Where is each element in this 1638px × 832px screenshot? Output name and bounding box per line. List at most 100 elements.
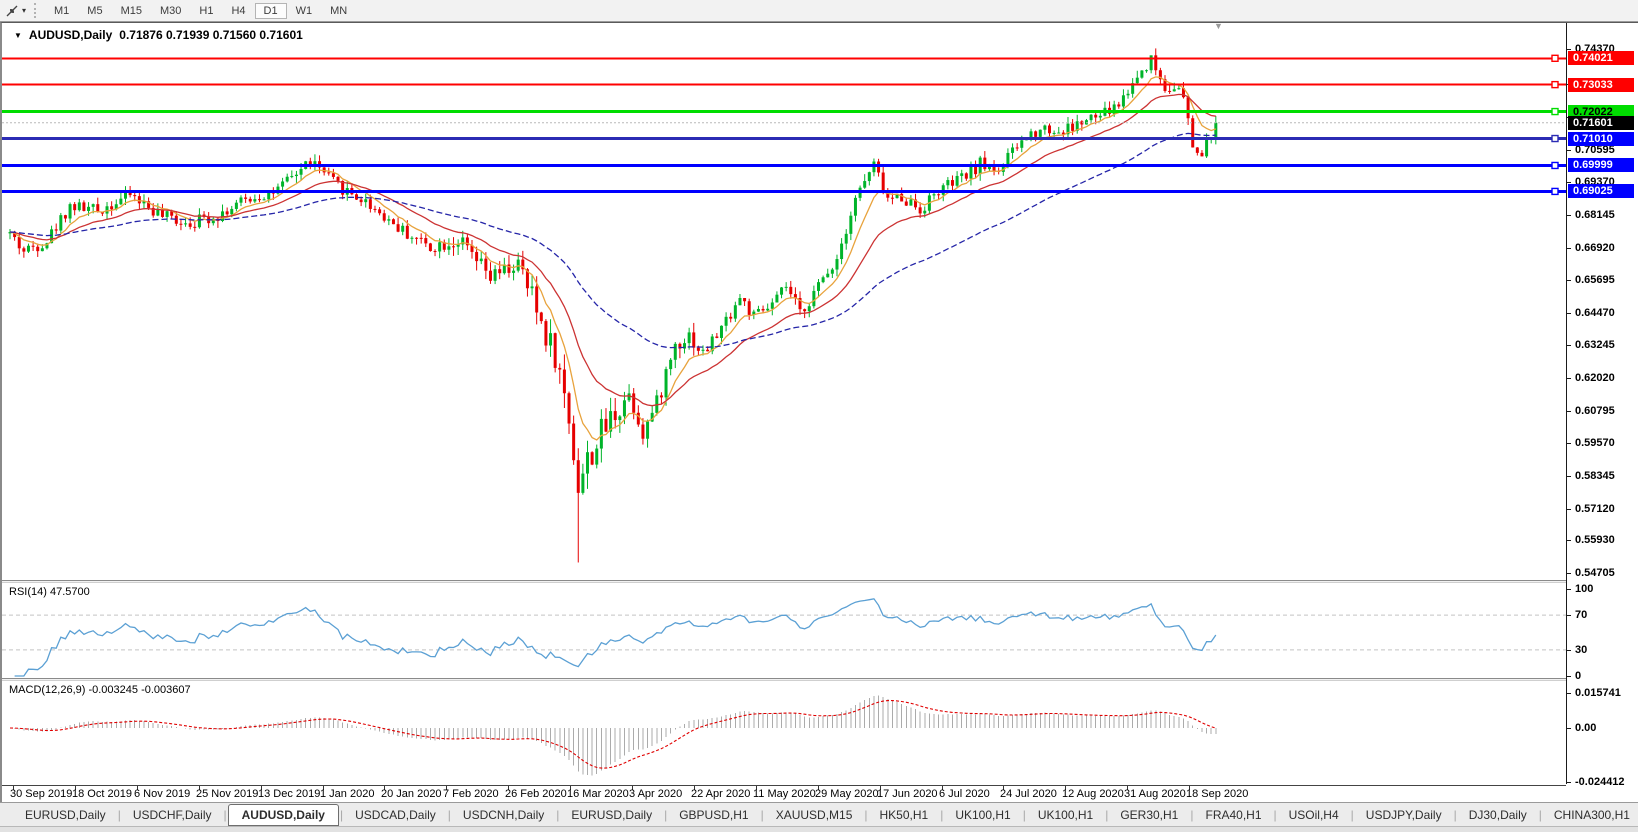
date-tick — [199, 786, 200, 790]
chart-tab-fra40-h1[interactable]: FRA40,H1 — [1205, 807, 1262, 822]
timeframe-button-h1[interactable]: H1 — [199, 4, 214, 17]
date-tick — [570, 786, 571, 790]
rsi-axis-label: 70 — [1575, 609, 1588, 621]
date-label: 6 Jul 2020 — [939, 788, 990, 800]
axis-tick — [1567, 182, 1571, 183]
date-label: 1 Jan 2020 — [320, 788, 375, 800]
chart-tab-uk100-h1[interactable]: UK100,H1 — [1037, 807, 1094, 822]
price-tag-0.69999: 0.69999 — [1568, 158, 1634, 172]
timeframe-button-m5[interactable]: M5 — [87, 4, 103, 17]
chart-tab-uk100-h1[interactable]: UK100,H1 — [955, 807, 1011, 822]
chart-tab-eurusd-daily[interactable]: EURUSD,Daily — [25, 807, 106, 822]
mid-ema-line — [9, 93, 1216, 407]
price-axis[interactable]: 0.743700.730450.718200.705950.693700.681… — [1566, 23, 1638, 788]
chart-tab-ger30-h1[interactable]: GER30,H1 — [1120, 807, 1179, 822]
timeframe-button-w1[interactable]: W1 — [295, 4, 313, 17]
rsi-axis-label: 0 — [1575, 670, 1582, 682]
axis-tick — [1567, 476, 1571, 477]
chart-tab-gbpusd-h1[interactable]: GBPUSD,H1 — [679, 807, 749, 822]
date-label: 18 Sep 2020 — [1186, 788, 1249, 800]
date-tick — [1189, 786, 1190, 790]
tab-separator: | — [1273, 807, 1277, 822]
arrows-tool-icon[interactable] — [3, 3, 21, 19]
date-tick — [508, 786, 509, 790]
price-axis-label: 0.68145 — [1575, 209, 1615, 221]
price-tag-0.69025: 0.69025 — [1568, 184, 1634, 198]
tab-separator: | — [940, 807, 944, 822]
axis-tick — [1567, 215, 1571, 216]
date-axis[interactable]: 30 Sep 2019 18 Oct 2019 6 Nov 2019 25 Nov 2… — [2, 785, 1566, 803]
chart-tab-eurusd-daily[interactable]: EURUSD,Daily — [571, 807, 653, 822]
tab-separator: | — [117, 807, 121, 822]
chart-tab-dj30-daily[interactable]: DJ30,Daily — [1468, 807, 1527, 822]
chart-tab-usdcad-daily[interactable]: USDCAD,Daily — [355, 807, 436, 822]
date-label: 16 Mar 2020 — [567, 788, 629, 800]
axis-tick — [1567, 378, 1571, 379]
timeframe-button-m30[interactable]: M30 — [159, 4, 182, 17]
chart-window: ▼ AUDUSD,Daily 0.71876 0.71939 0.71560 0… — [0, 21, 1638, 803]
timeframe-toolbar: ▾ M1 M5 M15 M30 H1 H4 D1 W1 MN — [0, 0, 1638, 22]
macd-indicator-chart[interactable] — [2, 682, 1566, 784]
date-label: 22 Apr 2020 — [691, 788, 751, 800]
macd-signal-line — [9, 700, 1216, 769]
price-tag-0.72022: 0.72022 — [1568, 105, 1634, 119]
pane-divider[interactable] — [2, 580, 1566, 583]
chart-tab-usdcnh-daily[interactable]: USDCNH,Daily — [462, 807, 545, 822]
rsi-indicator-chart[interactable] — [2, 584, 1566, 678]
date-tick — [75, 786, 76, 790]
chart-tab-china300-h1[interactable]: CHINA300,H1 — [1553, 807, 1630, 822]
price-axis-label: 0.62020 — [1575, 372, 1615, 384]
current-price-tag: 0.71601 — [1568, 116, 1634, 130]
date-tick — [261, 786, 262, 790]
tab-separator: | — [339, 807, 344, 822]
axis-tick — [1567, 411, 1571, 412]
macd-axis-label: 0.015741 — [1575, 687, 1621, 699]
timeframe-button-mn[interactable]: MN — [330, 4, 348, 17]
price-axis-label: 0.66920 — [1575, 242, 1615, 254]
chart-tab-usoil-h4[interactable]: USOil,H4 — [1288, 807, 1339, 822]
chart-tab-usdjpy-daily[interactable]: USDJPY,Daily — [1365, 807, 1442, 822]
timeframe-button-h4[interactable]: H4 — [231, 4, 246, 17]
date-label: 11 May 2020 — [753, 788, 816, 800]
date-label: 17 Jun 2020 — [877, 788, 938, 800]
chart-tab-hk50-h1[interactable]: HK50,H1 — [879, 807, 929, 822]
rsi-line — [14, 598, 1217, 677]
chart-tab-xauusd-m15[interactable]: XAUUSD,M15 — [775, 807, 853, 822]
date-tick — [818, 786, 819, 790]
chevron-down-icon[interactable]: ▾ — [22, 6, 27, 15]
date-label: 26 Feb 2020 — [505, 788, 567, 800]
date-label: 24 Jul 2020 — [1000, 788, 1057, 800]
axis-tick — [1567, 589, 1571, 590]
date-label: 25 Nov 2019 — [196, 788, 259, 800]
macd-axis-label: 0.00 — [1575, 722, 1597, 734]
price-axis-label: 0.58345 — [1575, 470, 1615, 482]
chart-tab-audusd-daily[interactable]: AUDUSD,Daily — [227, 803, 339, 826]
timeframe-button-m1[interactable]: M1 — [54, 4, 70, 17]
axis-tick — [1567, 248, 1571, 249]
date-tick — [942, 786, 943, 790]
chart-shift-marker-icon[interactable]: ▼ — [1214, 21, 1223, 31]
axis-tick — [1567, 728, 1571, 729]
toolbar-grip[interactable] — [34, 3, 37, 18]
date-tick — [137, 786, 138, 790]
pane-divider[interactable] — [2, 678, 1566, 681]
date-label: 12 Aug 2020 — [1062, 788, 1124, 800]
axis-tick — [1567, 345, 1571, 346]
timeframe-button-d1[interactable]: D1 — [254, 2, 287, 19]
timeframe-button-m15[interactable]: M15 — [120, 4, 142, 17]
price-axis-label: 0.57120 — [1575, 503, 1615, 515]
date-tick — [1127, 786, 1128, 790]
window-menu-icon[interactable]: ▼ — [14, 30, 22, 40]
rsi-label: RSI(14) 47.5700 — [9, 586, 90, 598]
tab-separator: | — [556, 807, 560, 822]
tab-separator: | — [1105, 807, 1109, 822]
axis-tick — [1567, 540, 1571, 541]
price-axis-label: 0.55930 — [1575, 534, 1615, 546]
axis-tick — [1567, 615, 1571, 616]
rsi-axis-label: 30 — [1575, 644, 1588, 656]
candlestick-chart[interactable] — [2, 23, 1566, 580]
price-axis-label: 0.65695 — [1575, 274, 1615, 286]
chart-tab-usdchf-daily[interactable]: USDCHF,Daily — [132, 807, 212, 822]
chart-title[interactable]: ▼ AUDUSD,Daily 0.71876 0.71939 0.71560 0… — [14, 28, 303, 42]
